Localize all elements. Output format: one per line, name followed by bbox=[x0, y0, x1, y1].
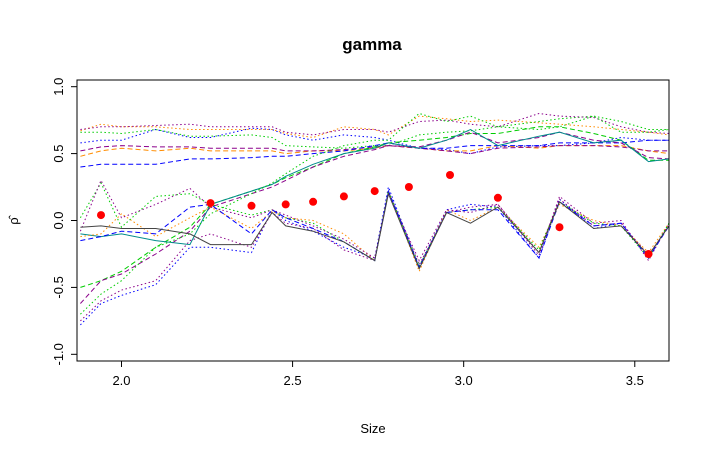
plot-frame bbox=[76, 79, 670, 362]
x-axis: 2.0 2.5 3.0 3.5 bbox=[112, 361, 644, 388]
x-tick-label: 3.0 bbox=[455, 373, 473, 388]
data-point bbox=[247, 201, 256, 210]
series-line-6 bbox=[80, 145, 669, 155]
series-line-13 bbox=[80, 189, 670, 322]
series-line-1 bbox=[80, 127, 669, 155]
x-axis-label: Size bbox=[360, 421, 385, 436]
series-line-7 bbox=[80, 139, 669, 168]
data-point bbox=[493, 193, 502, 202]
series-line-11 bbox=[80, 112, 670, 315]
y-tick-label: -0.5 bbox=[51, 276, 66, 298]
data-point bbox=[404, 183, 413, 191]
series-line-18 bbox=[80, 191, 670, 270]
y-axis: -1.0 -0.5 0.0 0.5 1.0 bbox=[51, 78, 77, 366]
series-line-4 bbox=[80, 112, 670, 136]
points-layer bbox=[97, 171, 653, 258]
data-point bbox=[281, 200, 290, 209]
series-line-8 bbox=[80, 126, 669, 288]
series-line-10 bbox=[80, 128, 670, 246]
series-layer bbox=[79, 112, 670, 326]
data-point bbox=[555, 223, 564, 232]
data-point bbox=[339, 192, 348, 201]
y-tick-label: -1.0 bbox=[51, 343, 66, 365]
y-tick-label: 0.5 bbox=[51, 145, 66, 163]
data-point bbox=[370, 187, 379, 196]
series-line-2 bbox=[80, 115, 670, 139]
y-tick-label: 0.0 bbox=[51, 211, 66, 229]
data-point bbox=[309, 197, 318, 206]
data-point bbox=[644, 250, 653, 258]
chart-title: gamma bbox=[342, 35, 402, 54]
y-tick-label: 1.0 bbox=[51, 78, 66, 96]
x-tick-label: 3.5 bbox=[626, 373, 644, 388]
series-line-12 bbox=[80, 185, 670, 326]
series-line-15 bbox=[79, 181, 670, 268]
data-point bbox=[97, 211, 105, 220]
series-line-3 bbox=[80, 115, 669, 149]
data-point bbox=[446, 171, 454, 179]
y-axis-label: ρ̂ bbox=[6, 214, 21, 224]
data-point bbox=[206, 199, 215, 208]
x-tick-label: 2.0 bbox=[112, 373, 130, 388]
x-tick-label: 2.5 bbox=[284, 373, 302, 388]
series-line-9 bbox=[80, 131, 670, 304]
